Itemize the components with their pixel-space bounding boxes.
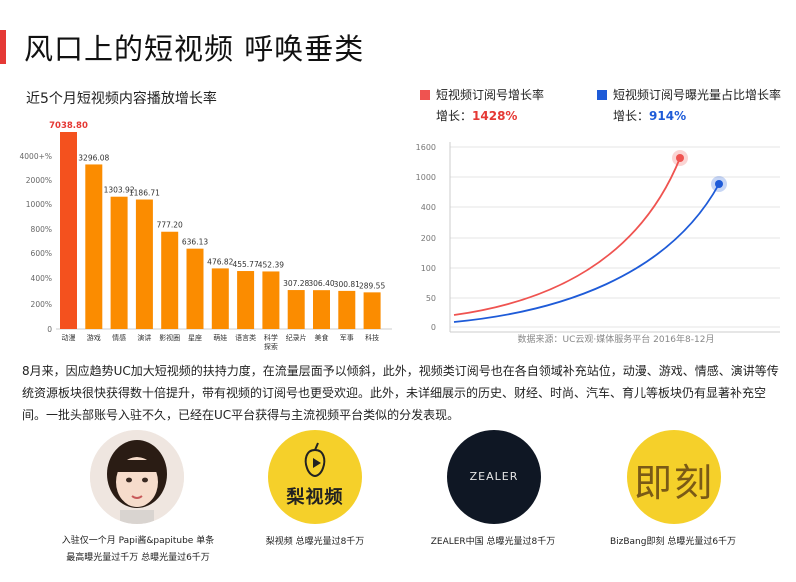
bar-category-label: 萌娃 bbox=[213, 333, 227, 342]
bar-ytick-label: 800% bbox=[31, 225, 52, 234]
li-video-logo: 梨视频 bbox=[268, 430, 362, 524]
line-source-note: 数据来源：UC云观·媒体服务平台 2016年8-12月 bbox=[518, 333, 715, 345]
caption-zealer: ZEALER中国 总曝光量过8千万 bbox=[430, 537, 556, 547]
jike-logo: 即刻 bbox=[627, 430, 721, 524]
legend-blue: 短视频订阅号曝光量占比增长率 增长：914% bbox=[597, 86, 781, 124]
line-ytick-label: 0 bbox=[431, 323, 436, 332]
bar-category-label: 影视圈 bbox=[159, 333, 180, 342]
bar-category-label: 美食 bbox=[315, 333, 329, 342]
bar-军事 bbox=[338, 290, 356, 329]
bar-星座 bbox=[186, 248, 204, 329]
bar-value-label: 777.20 bbox=[157, 221, 183, 230]
bar-影视圈 bbox=[161, 231, 179, 329]
blue-endpoint bbox=[715, 180, 723, 188]
bar-value-label: 289.55 bbox=[359, 281, 385, 290]
red-endpoint bbox=[676, 154, 684, 162]
bar-value-label: 300.81 bbox=[334, 280, 360, 289]
bar-category-label: 动漫 bbox=[62, 333, 76, 342]
line-ytick-label: 100 bbox=[421, 264, 436, 273]
bar-科学探索 bbox=[262, 271, 280, 329]
legend-red-label: 短视频订阅号增长率 bbox=[436, 88, 545, 102]
bar-ytick-label: 400% bbox=[31, 274, 52, 283]
caption-bizbang: BizBang即刻 总曝光量过6千万 bbox=[609, 537, 737, 547]
caption-papi-line2: 最高曝光量过千万 总曝光量过6千万 bbox=[66, 553, 210, 563]
line-ytick-label: 1000 bbox=[416, 173, 436, 182]
caption-papi-line1: 入驻仅一个月 Papi酱&papitube 单条 bbox=[61, 536, 215, 546]
bar-value-label: 455.77 bbox=[232, 260, 258, 269]
bar-category-label: 科学 bbox=[264, 333, 278, 342]
bar-演讲 bbox=[135, 199, 153, 329]
bar-category-label: 纪录片 bbox=[286, 333, 307, 342]
bar-纪录片 bbox=[287, 290, 305, 329]
bar-萌娃 bbox=[211, 268, 229, 329]
bar-value-label: 307.28 bbox=[283, 279, 309, 288]
legend-blue-growth-value: 914% bbox=[649, 109, 687, 123]
bar-ytick-label: 4000+% bbox=[20, 152, 53, 161]
jike-logo-text: 即刻 bbox=[633, 461, 714, 505]
bar-category-label: 科技 bbox=[365, 333, 379, 342]
bar-chart: 0 200% 400% 600% 800% 1000% 2000% 4000+% 7038.80… bbox=[20, 121, 392, 351]
line-series-blue bbox=[453, 183, 720, 323]
caption-li-video: 梨视频 总曝光量过8千万 bbox=[265, 537, 365, 547]
line-ytick-label: 50 bbox=[426, 294, 436, 303]
legend-red-growth-value: 1428% bbox=[472, 109, 518, 123]
page-title: 风口上的短视频 呼唤垂类 bbox=[24, 32, 365, 66]
bar-情感 bbox=[110, 196, 128, 329]
bar-category-label: 语言类 bbox=[235, 333, 256, 342]
bar-category-label: 游戏 bbox=[87, 333, 101, 342]
line-ytick-label: 400 bbox=[421, 203, 436, 212]
bar-科技 bbox=[363, 292, 381, 329]
line-series-red bbox=[453, 157, 681, 316]
title-accent-bar bbox=[0, 30, 6, 64]
bar-语言类 bbox=[237, 271, 255, 329]
bar-chart-title: 近5个月短视频内容播放增长率 bbox=[26, 91, 217, 107]
legend-blue-swatch bbox=[597, 90, 607, 100]
li-video-logo-text: 梨视频 bbox=[286, 487, 344, 508]
legend-blue-growth-prefix: 增长： bbox=[613, 109, 650, 123]
legend-blue-label: 短视频订阅号曝光量占比增长率 bbox=[613, 88, 782, 102]
body-paragraph: 8月来，因应趋势UC加大短视频的扶持力度，在流量层面予以倾斜，此外，视频类订阅号… bbox=[22, 364, 779, 422]
zealer-logo: ZEALER bbox=[447, 430, 541, 524]
bar-value-label: 3296.08 bbox=[78, 153, 109, 162]
bar-ytick-label: 0 bbox=[47, 325, 52, 334]
bar-游戏 bbox=[85, 164, 103, 329]
bar-value-label: 452.39 bbox=[258, 260, 284, 269]
bar-category-label: 情感 bbox=[112, 333, 126, 342]
bar-value-label: 1186.71 bbox=[129, 189, 160, 198]
bar-category-label-cont: 探索 bbox=[264, 342, 278, 351]
line-ytick-label: 200 bbox=[421, 234, 436, 243]
bar-category-label: 星座 bbox=[188, 333, 202, 342]
bar-value-label: 306.40 bbox=[308, 279, 334, 288]
bar-ytick-label: 600% bbox=[31, 249, 52, 258]
legend-red-growth-prefix: 增长： bbox=[436, 109, 473, 123]
line-ytick-label: 1600 bbox=[416, 143, 436, 152]
bar-value-label: 636.13 bbox=[182, 238, 208, 247]
bar-ytick-label: 200% bbox=[31, 300, 52, 309]
bar-category-label: 演讲 bbox=[137, 333, 151, 342]
bar-ytick-label: 2000% bbox=[26, 176, 52, 185]
bar-value-label: 1303.92 bbox=[104, 186, 135, 195]
papi-avatar bbox=[90, 430, 184, 524]
legend-red: 短视频订阅号增长率 增长：1428% bbox=[420, 86, 544, 124]
bar-动漫 bbox=[60, 132, 77, 329]
bar-category-label: 军事 bbox=[340, 333, 354, 342]
bar-ytick-label: 1000% bbox=[26, 200, 52, 209]
zealer-logo-text: ZEALER bbox=[469, 470, 519, 483]
bar-美食 bbox=[313, 290, 330, 329]
line-chart: 0 50 100 200 400 1000 1600 数据来源：UC云观·媒体服务平台 201… bbox=[416, 142, 780, 345]
legend-red-swatch bbox=[420, 90, 430, 100]
bar-value-label: 476.82 bbox=[207, 257, 233, 266]
bar-value-label: 7038.80 bbox=[49, 121, 88, 131]
